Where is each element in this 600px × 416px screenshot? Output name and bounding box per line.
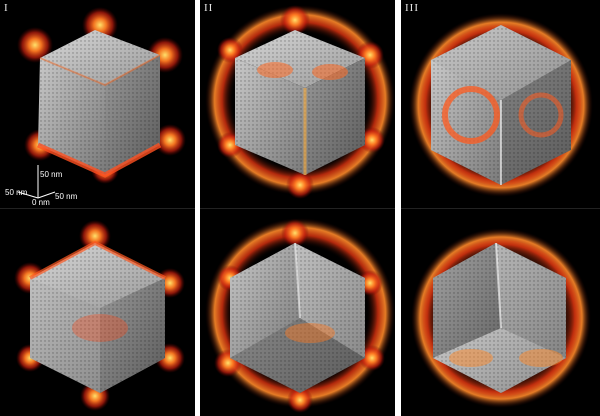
cube-view-top: [401, 0, 600, 208]
cube-view-top: [200, 0, 395, 208]
cube-view-bottom: [200, 208, 395, 416]
panel-label: II: [204, 2, 214, 14]
panel-iii: III: [401, 0, 600, 416]
panel-divider: [0, 208, 195, 209]
scale-label-right: 50 nm: [55, 192, 78, 201]
panel-i: I 50 nm 5: [0, 0, 195, 416]
field-map-image: [14, 220, 185, 411]
cube-view-bottom: [0, 208, 195, 416]
panel-label: I: [4, 2, 9, 14]
field-map-image: [409, 13, 593, 197]
field-map-image: [205, 218, 395, 413]
panel-divider: [401, 208, 600, 209]
cube-view-bottom: [401, 208, 600, 416]
scale-label-origin: 0 nm: [32, 198, 50, 207]
scale-label-left: 50 nm: [5, 188, 28, 197]
field-map-image: [205, 5, 395, 199]
scale-bar: 50 nm 50 nm 50 nm 0 nm: [0, 150, 100, 210]
panel-ii: II: [200, 0, 395, 416]
scale-label-up: 50 nm: [40, 170, 63, 179]
field-map-image: [17, 7, 186, 184]
field-map-image: [411, 228, 591, 408]
cube-view-top: 50 nm 50 nm 50 nm 0 nm: [0, 0, 195, 208]
panel-divider: [200, 208, 395, 209]
panel-label: III: [405, 2, 419, 14]
